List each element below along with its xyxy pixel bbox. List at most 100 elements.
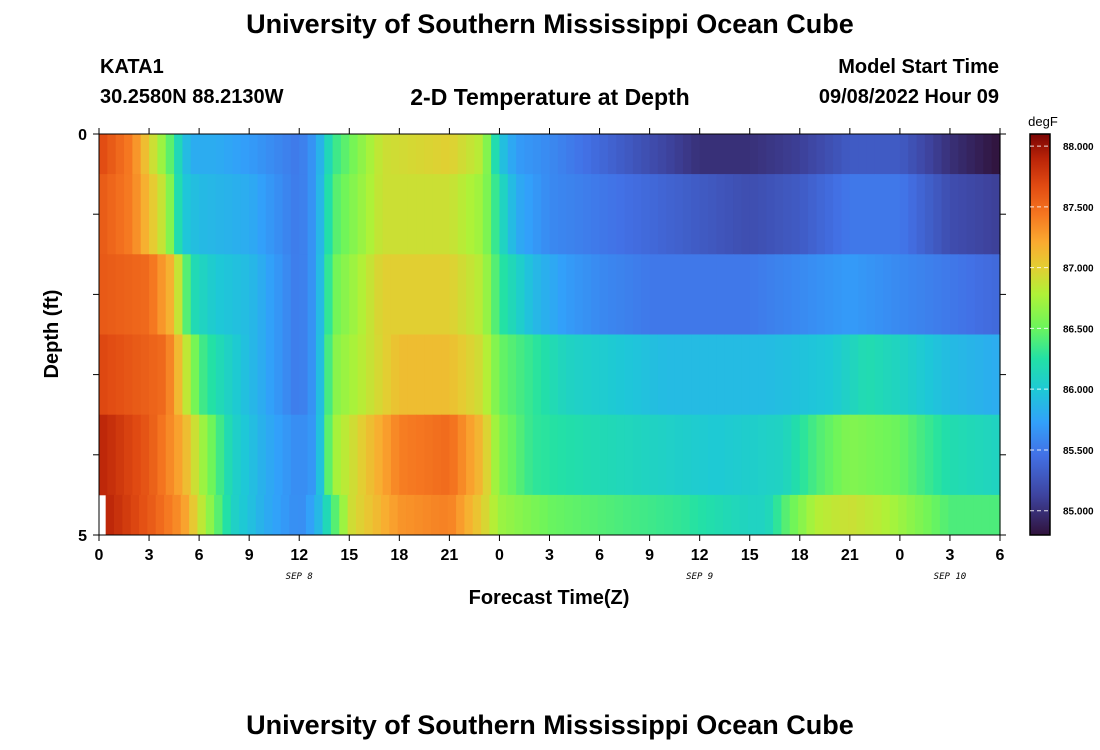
heatmap-cell [916,334,926,416]
heatmap-cell [699,134,709,175]
colorbar-tick-label: 85.000 [1063,507,1094,518]
heatmap-cell [647,494,657,536]
heatmap-cell [607,414,617,496]
heatmap-cell [808,334,818,416]
heatmap-cell [207,254,217,335]
heatmap-cell [532,414,542,496]
x-tick-label: 21 [440,547,458,564]
heatmap-cell [632,254,642,335]
heatmap-cell [340,414,350,496]
heatmap-cell [641,174,651,255]
heatmap-cell [716,254,726,335]
heatmap-cell [157,174,167,255]
heatmap-cell [332,174,342,255]
heatmap-cell [140,334,150,416]
heatmap-cell [949,254,959,335]
heatmap-cell [282,254,292,335]
heatmap-cell [591,414,601,496]
heatmap-cell [432,334,442,416]
heatmap-cell [424,134,434,175]
heatmap-cell [724,254,734,335]
y-axis: 05 [78,127,1006,545]
heatmap-cell [682,334,692,416]
heatmap-cell [332,414,342,496]
heatmap-cell [474,334,484,416]
heatmap-cell [991,334,1001,416]
heatmap-cell [966,254,976,335]
heatmap-cell [566,134,576,175]
heatmap-cell [833,254,843,335]
heatmap-cell [240,254,250,335]
heatmap-cell [230,494,240,536]
heatmap-cell [833,174,843,255]
heatmap-cell [340,334,350,416]
heatmap-cell [549,174,559,255]
heatmap-cell [115,254,125,335]
heatmap-cell [265,334,275,416]
heatmap-cell [257,414,267,496]
heatmap-cell [424,174,434,255]
heatmap-cell [574,134,584,175]
heatmap-cell [941,254,951,335]
heatmap-cell [349,414,359,496]
heatmap-cell [482,254,492,335]
heatmap-cell [107,174,117,255]
heatmap-cell [190,334,200,416]
heatmap-cell [914,494,924,536]
heatmap-cell [789,494,799,536]
heatmap-cell [282,414,292,496]
heatmap-cell [632,414,642,496]
heatmap-cell [174,334,184,416]
x-tick-label: 0 [95,547,104,564]
heatmap-cell [274,174,284,255]
heatmap-cell [539,494,549,536]
colorbar-tick-label: 85.500 [1063,446,1094,457]
heatmap-cell [931,494,941,536]
heatmap-cell [614,494,624,536]
heatmap-cell [824,334,834,416]
heatmap-cell [99,174,108,255]
heatmap-cell [666,134,676,175]
heatmap-cell [657,414,667,496]
heatmap-cell [591,334,601,416]
heatmap-cell [441,174,450,255]
heatmap-cell [766,254,776,335]
heatmap-cell [649,134,659,175]
heatmap-cell [380,494,390,536]
heatmap-cell [457,414,467,496]
heatmap-cell [639,494,649,536]
heatmap-cell [774,134,784,175]
heatmap-cell [407,254,417,335]
heatmap-cell [524,254,534,335]
heatmap-cell [531,494,541,536]
heatmap-cell [340,174,350,255]
heatmap-cell [758,254,767,335]
heatmap-cell [906,494,916,536]
heatmap-cell [966,134,976,175]
heatmap-cell [733,254,742,335]
heatmap-cell [974,174,984,255]
heatmap-cell [499,174,509,255]
heatmap-cell [365,334,375,416]
heatmap-cell [716,414,726,496]
heatmap-cell [731,494,741,536]
x-tick-label: 12 [290,547,308,564]
heatmap-cell [340,254,350,335]
heatmap-cell [499,334,509,416]
heatmap-cell [723,494,732,536]
heatmap-cell [874,174,884,255]
heatmap-cell [432,254,442,335]
heatmap-cell [983,334,993,416]
heatmap-cell [991,414,1001,496]
heatmap-cell [983,134,993,175]
heatmap-cell [449,334,459,416]
heatmap-cell [541,414,551,496]
heatmap-cell [741,174,751,255]
heatmap-cell [841,334,851,416]
heatmap-cell [124,254,133,335]
heatmap-cell [589,494,599,536]
heatmap-cell [549,414,559,496]
heatmap-cell [382,174,392,255]
heatmap-cell [315,254,325,335]
colorbar-tick-label: 86.000 [1063,385,1094,396]
